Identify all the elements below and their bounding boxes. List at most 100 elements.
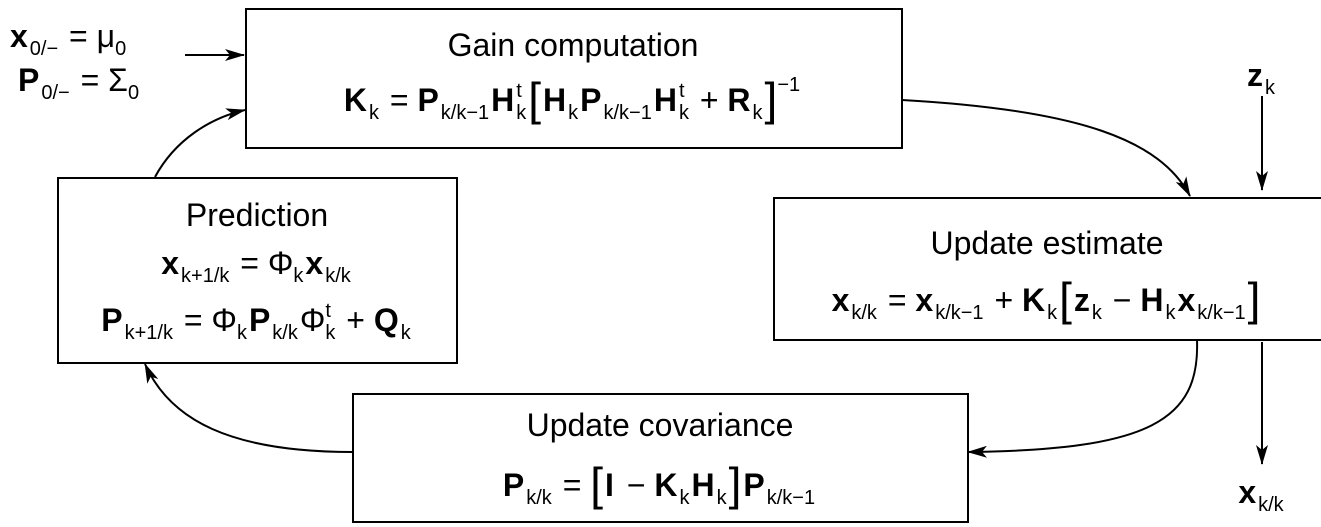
covariance-to-prediction-arrow (144, 363, 354, 453)
bracket: ] (729, 458, 742, 510)
symbol: Φ (268, 245, 294, 281)
symbol: H (692, 467, 715, 503)
subscript: k (237, 322, 248, 344)
subscript: k+1/k (181, 265, 230, 287)
subscript: 0 (128, 82, 139, 104)
subscript: k (1047, 302, 1058, 324)
subscript: k/k (526, 487, 553, 509)
subscript: k/k−1 (767, 487, 815, 509)
symbol: H (543, 82, 566, 118)
update-covariance-box (352, 393, 969, 523)
operator: = (231, 245, 267, 281)
subscript: k/k (1258, 494, 1285, 516)
symbol: x (10, 18, 28, 54)
subscript: k (401, 322, 412, 344)
subscript: k (680, 487, 691, 509)
symbol: Φ (211, 302, 237, 338)
operator: = (554, 467, 590, 503)
bracket: ] (1248, 273, 1261, 325)
symbol: P (417, 82, 438, 118)
symbol: P (101, 302, 122, 338)
operator: = (60, 18, 96, 54)
bracket: ] (765, 73, 778, 125)
subscript: k/k (851, 302, 878, 324)
symbol: H (654, 82, 677, 118)
subscript: 0/− (41, 82, 69, 104)
subscript: k (717, 487, 728, 509)
symbol: z (1247, 57, 1263, 93)
symbol: P (503, 467, 524, 503)
update-estimate-box (773, 197, 1321, 341)
symbol: Σ (108, 62, 128, 98)
operator: = (879, 282, 915, 318)
symbol: x (1177, 282, 1195, 318)
symbol: I (605, 467, 614, 503)
subscript: k/k−1 (935, 302, 983, 324)
subscript: k+1/k (125, 322, 174, 344)
subscript: k (753, 102, 764, 124)
operator: + (986, 282, 1022, 318)
operator: + (691, 82, 727, 118)
symbol: H (1140, 282, 1163, 318)
symbol: P (743, 467, 764, 503)
prediction-box (57, 177, 458, 364)
superscript: −1 (777, 74, 800, 96)
symbol: x (915, 282, 933, 318)
subscript: k (679, 102, 690, 124)
subscript: k/k (325, 265, 352, 287)
prediction-to-gain-arrow (154, 108, 246, 178)
gain-box (245, 8, 903, 149)
gain-to-estimate-arrow (901, 99, 1191, 197)
symbol: K (654, 467, 677, 503)
subscript: 0/− (30, 38, 58, 60)
subscript: k/k−1 (1197, 302, 1245, 324)
subscript: k (516, 102, 527, 124)
subscript: k/k (272, 322, 299, 344)
box-title: Update covariance (527, 407, 794, 443)
box-title: Gain computation (448, 27, 699, 63)
symbol: z (1074, 282, 1090, 318)
symbol: x (161, 245, 179, 281)
symbol: x (1238, 474, 1256, 510)
symbol: K (1022, 282, 1045, 318)
subscript: k (369, 102, 380, 124)
symbol: x (832, 282, 850, 318)
operator: − (618, 467, 654, 503)
operator: = (175, 302, 211, 338)
bracket: [ (528, 73, 541, 125)
estimate-to-covariance-arrow (967, 339, 1199, 458)
symbol: P (580, 82, 601, 118)
subscript: k (1265, 77, 1276, 99)
subscript: k (1092, 302, 1103, 324)
superscript: t (516, 80, 522, 102)
operator: − (1104, 282, 1140, 318)
subscript: k/k−1 (603, 102, 651, 124)
symbol: K (344, 82, 367, 118)
symbol: P (249, 302, 270, 338)
equation: x k/k (1238, 474, 1284, 516)
symbol: x (305, 245, 323, 281)
operator: = (381, 82, 417, 118)
subscript: k (325, 322, 336, 344)
operator: = (72, 62, 108, 98)
bracket: [ (590, 458, 603, 510)
box-title: Update estimate (930, 225, 1163, 261)
superscript: t (679, 80, 685, 102)
symbol: P (18, 62, 39, 98)
symbol: μ (97, 18, 115, 54)
symbol: R (727, 82, 750, 118)
subscript: k (293, 265, 304, 287)
subscript: k (568, 102, 579, 124)
subscript: k (1165, 302, 1176, 324)
bracket: [ (1059, 273, 1072, 325)
